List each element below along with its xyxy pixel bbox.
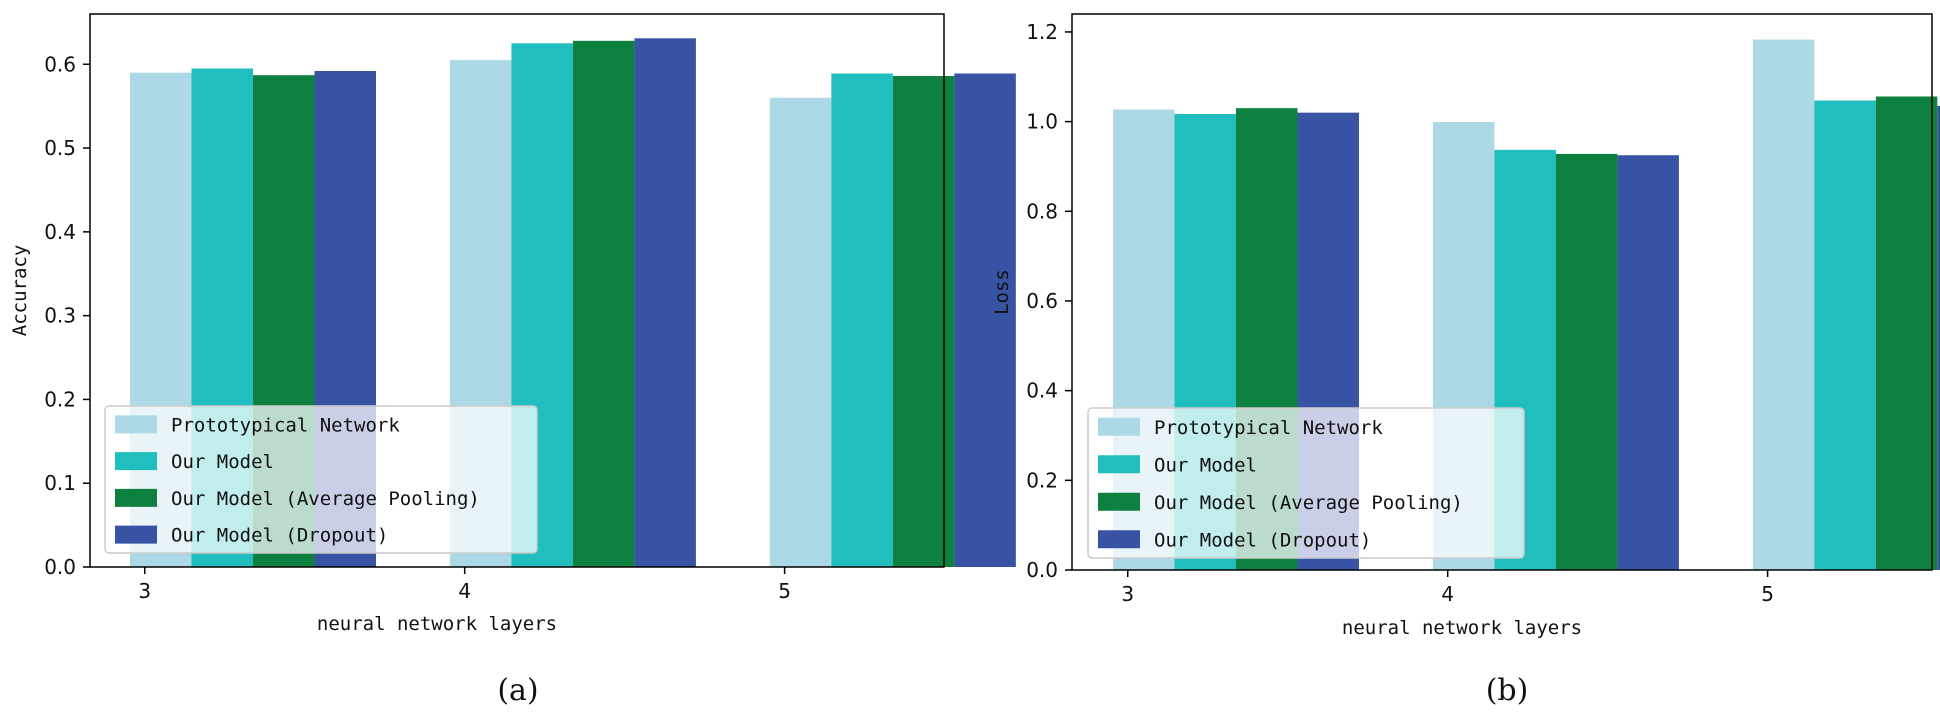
legend-label-ours: Our Model — [171, 451, 274, 473]
legend-swatch-ours — [1098, 455, 1140, 474]
x-tick-label: 4 — [458, 579, 471, 603]
plot-area-loss — [1071, 13, 1933, 571]
y-axis-loss: 0.0 0.2 0.4 0.6 0.8 1.0 1.2 — [1026, 20, 1072, 582]
caption-b: (b) — [1486, 673, 1529, 708]
y-tick-label: 0.4 — [1026, 379, 1058, 403]
legend-label-proto: Prototypical Network — [1154, 417, 1383, 439]
x-axis-accuracy: 3 4 5 — [138, 567, 791, 603]
bar-avgpool-5 — [1875, 96, 1938, 570]
legend-label-dropout: Our Model (Dropout) — [1154, 529, 1371, 551]
bar-dropout-5 — [1937, 105, 1940, 570]
y-tick-label: 0.4 — [44, 220, 76, 244]
x-tick-label: 3 — [138, 579, 151, 603]
y-tick-label: 1.0 — [1026, 110, 1058, 134]
bar-dropout-5 — [954, 73, 1016, 568]
x-tick-label: 5 — [778, 579, 791, 603]
y-tick-label: 0.1 — [44, 471, 76, 495]
y-axis-label-loss: Loss — [991, 269, 1013, 315]
legend-swatch-dropout — [1098, 530, 1140, 549]
bar-avgpool-4 — [1555, 153, 1618, 570]
x-axis-label-accuracy: neural network layers — [317, 613, 557, 635]
x-tick-label: 5 — [1761, 582, 1774, 606]
bar-proto-5 — [769, 97, 832, 568]
y-tick-label: 0.0 — [44, 555, 76, 579]
legend-loss: Prototypical Network Our Model Our Model (… — [1087, 407, 1525, 559]
legend-swatch-dropout — [115, 525, 157, 544]
bar-dropout-4 — [634, 38, 696, 568]
x-tick-label: 3 — [1121, 582, 1134, 606]
chart-loss: 0.0 0.2 0.4 0.6 0.8 1.0 1.2 3 4 5 Loss neural ne… — [991, 13, 1940, 708]
chart-accuracy: 0.0 0.1 0.2 0.3 0.4 0.5 0.6 3 4 5 Accuracy neura… — [9, 13, 1016, 708]
legend-swatch-ours — [115, 452, 157, 471]
legend-label-dropout: Our Model (Dropout) — [171, 525, 388, 547]
y-axis-label-accuracy: Accuracy — [9, 245, 31, 337]
legend-swatch-proto — [1098, 417, 1140, 436]
legend-label-ours: Our Model — [1154, 454, 1257, 476]
x-tick-label: 4 — [1441, 582, 1454, 606]
legend-box — [104, 405, 538, 554]
legend-label-avgpool: Our Model (Average Pooling) — [171, 488, 480, 510]
bar-avgpool-5 — [892, 76, 955, 568]
y-tick-label: 0.3 — [44, 304, 76, 328]
y-tick-label: 0.5 — [44, 136, 76, 160]
caption-a: (a) — [497, 673, 538, 708]
legend-box — [1087, 407, 1525, 559]
y-tick-label: 0.0 — [1026, 558, 1058, 582]
plot-area-accuracy — [89, 13, 945, 568]
bar-dropout-4 — [1617, 155, 1679, 570]
y-tick-label: 0.2 — [44, 387, 76, 411]
x-axis-loss: 3 4 5 — [1121, 570, 1774, 606]
legend-label-avgpool: Our Model (Average Pooling) — [1154, 492, 1463, 514]
y-tick-label: 0.6 — [1026, 289, 1058, 313]
legend-swatch-proto — [115, 415, 157, 434]
bar-ours-5 — [831, 73, 893, 568]
legend-swatch-avgpool — [115, 488, 157, 507]
legend-accuracy: Prototypical Network Our Model Our Model (… — [104, 405, 538, 554]
y-tick-label: 1.2 — [1026, 20, 1058, 44]
legend-swatch-avgpool — [1098, 492, 1140, 511]
legend-label-proto: Prototypical Network — [171, 414, 400, 436]
x-axis-label-loss: neural network layers — [1342, 617, 1582, 639]
y-tick-label: 0.2 — [1026, 468, 1058, 492]
y-axis-accuracy: 0.0 0.1 0.2 0.3 0.4 0.5 0.6 — [44, 52, 90, 579]
y-tick-label: 0.8 — [1026, 199, 1058, 223]
bar-ours-5 — [1814, 100, 1876, 571]
bar-avgpool-4 — [572, 40, 635, 567]
bar-proto-5 — [1752, 39, 1815, 571]
y-tick-label: 0.6 — [44, 52, 76, 76]
